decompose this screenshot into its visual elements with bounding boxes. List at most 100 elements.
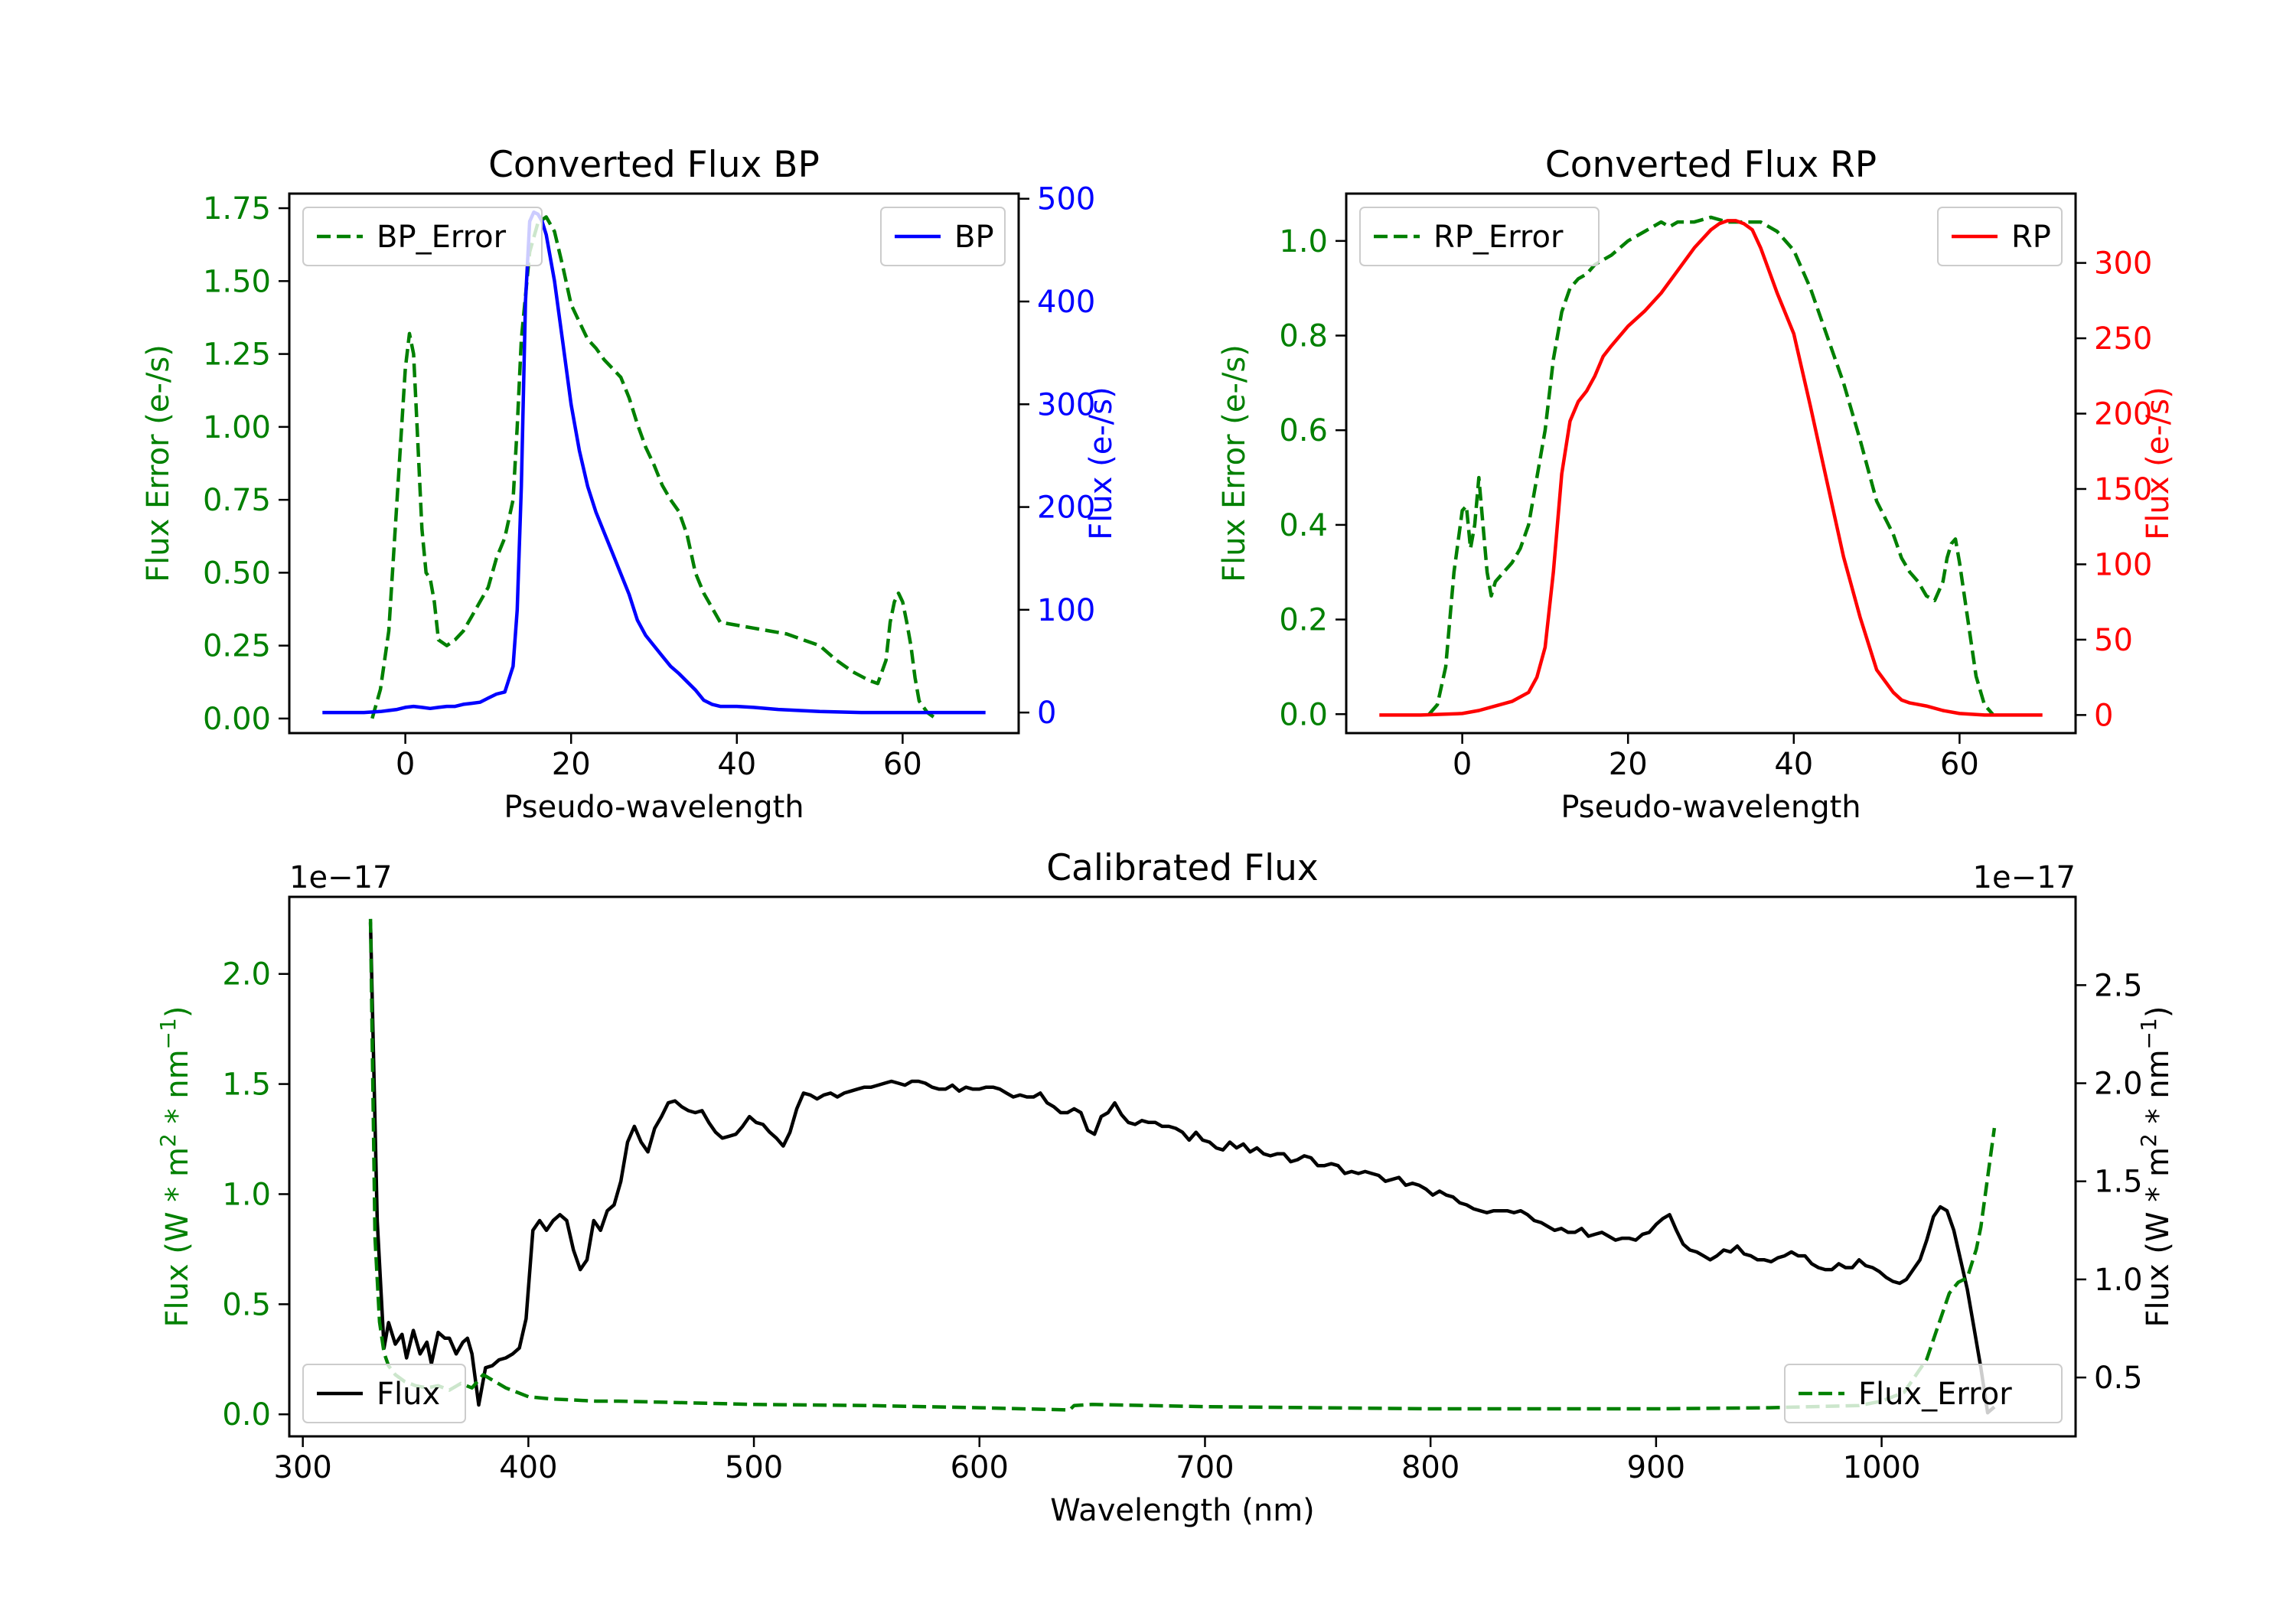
series-line-rp (1379, 219, 2043, 717)
x-tick-label: 20 (552, 747, 591, 782)
series-group (1379, 215, 2043, 717)
left-tick-label: 1.0 (222, 1177, 271, 1212)
left-tick-label: 0.4 (1279, 508, 1328, 543)
x-tick-label: 600 (951, 1450, 1009, 1485)
left-tick-label: 1.50 (203, 264, 271, 299)
right-tick-label: 2.5 (2094, 968, 2143, 1003)
chart-title: Converted Flux BP (488, 144, 820, 186)
left-tick-label: 1.25 (203, 337, 271, 373)
left-tick-label: 0.50 (203, 556, 271, 591)
left-tick-label: 0.2 (1279, 603, 1328, 638)
right-offset-text: 1e−17 (1973, 860, 2076, 895)
axes-frame (288, 895, 2077, 1438)
left-offset-text: 1e−17 (289, 860, 392, 895)
right-tick-label: 300 (1037, 387, 1095, 422)
right-axis-label: Flux (W * m2 * nm−1) (2136, 1006, 2176, 1328)
chart-panel-calibrated: 300 400 500 600 700 800 900 1000 0.0 0.5 1.0 1.5 2.0… (155, 847, 2176, 1528)
legend-label: Flux (377, 1377, 440, 1412)
legend-box (1359, 207, 1600, 266)
right-tick-label: 400 (1037, 285, 1095, 320)
axes-frame (1345, 192, 2077, 735)
right-tick-label: 250 (2094, 321, 2152, 357)
left-axis-label: Flux (W * m2 * nm−1) (155, 1006, 195, 1328)
x-tick-label: 0 (1453, 747, 1472, 782)
right-tick-label: 200 (1037, 491, 1095, 526)
x-tick-label: 60 (1940, 747, 1979, 782)
legend-label: BP (954, 220, 994, 255)
legend-bp-error: BP_Error (302, 207, 543, 266)
x-axis-label: Wavelength (nm) (1050, 1493, 1315, 1528)
x-tick-label: 0 (396, 747, 415, 782)
right-tick-label: 0 (1037, 696, 1056, 731)
left-tick-label: 0.75 (203, 483, 271, 518)
left-tick-label: 0.00 (203, 702, 271, 737)
right-tick-label: 150 (2094, 472, 2152, 507)
legend-flux-error: Flux_Error (1784, 1364, 2063, 1423)
series-group (368, 918, 1997, 1415)
right-tick-label: 500 (1037, 182, 1095, 217)
legend-box (1784, 1364, 2063, 1423)
right-axis-label: Flux (e-/s) (1084, 386, 1119, 539)
right-tick-label: 1.0 (2094, 1263, 2143, 1298)
legend-label: RP_Error (1433, 220, 1564, 255)
left-tick-label: 0.0 (222, 1397, 271, 1433)
legend-bp: BP (880, 207, 1006, 266)
x-tick-label: 60 (883, 747, 922, 782)
x-axis-label: Pseudo-wavelength (504, 790, 804, 825)
x-tick-label: 800 (1401, 1450, 1459, 1485)
series-line-flux (368, 922, 1996, 1415)
legend-rp-error: RP_Error (1359, 207, 1600, 266)
right-tick-label: 300 (2094, 246, 2152, 282)
right-tick-label: 0.5 (2094, 1361, 2143, 1396)
left-tick-label: 2.0 (222, 957, 271, 993)
x-tick-label: 40 (1774, 747, 1813, 782)
series-line-flux-error (368, 918, 1997, 1412)
right-tick-label: 200 (2094, 397, 2152, 432)
left-tick-label: 0.5 (222, 1287, 271, 1322)
left-tick-label: 1.75 (203, 191, 271, 227)
legend-box (1937, 207, 2063, 266)
chart-title: Converted Flux RP (1545, 144, 1877, 186)
legend-label: Flux_Error (1858, 1377, 2012, 1412)
right-tick-label: 0 (2094, 698, 2113, 733)
legend-box (302, 207, 543, 266)
x-tick-label: 900 (1627, 1450, 1685, 1485)
x-tick-label: 1000 (1843, 1450, 1921, 1485)
left-tick-label: 1.00 (203, 410, 271, 445)
right-tick-label: 1.5 (2094, 1165, 2143, 1200)
chart-panel-rp: 0 20 40 60 0.0 0.2 0.4 0.6 0.8 1.0 0 50 100 150 200 250… (1217, 144, 2176, 825)
left-axis-label: Flux Error (e-/s) (1217, 344, 1252, 582)
left-tick-label: 0.6 (1279, 413, 1328, 448)
series-line-bp (322, 210, 986, 715)
series-group (322, 210, 986, 720)
x-tick-label: 300 (274, 1450, 332, 1485)
legend-label: RP (2011, 220, 2051, 255)
right-axis-label: Flux (e-/s) (2141, 386, 2176, 539)
left-tick-label: 0.25 (203, 629, 271, 664)
left-tick-label: 0.8 (1279, 319, 1328, 354)
x-axis-label: Pseudo-wavelength (1561, 790, 1861, 825)
chart-panel-bp: 0 20 40 60 0.00 0.25 0.50 0.75 1.00 1.25 1.50 1.75 0… (141, 144, 1119, 825)
x-tick-label: 20 (1609, 747, 1648, 782)
left-tick-label: 1.5 (222, 1068, 271, 1103)
legend-label: BP_Error (377, 220, 507, 255)
right-tick-label: 100 (2094, 547, 2152, 582)
left-axis-label: Flux Error (e-/s) (141, 344, 176, 582)
x-tick-label: 700 (1176, 1450, 1234, 1485)
x-tick-label: 500 (725, 1450, 783, 1485)
series-line-bp-error (370, 215, 937, 720)
left-tick-label: 1.0 (1279, 224, 1328, 259)
right-tick-label: 100 (1037, 593, 1095, 628)
right-tick-label: 50 (2094, 623, 2133, 658)
right-tick-label: 2.0 (2094, 1067, 2143, 1102)
series-line-rp-error (1427, 215, 1994, 715)
axes-frame (288, 192, 1020, 735)
x-tick-label: 400 (499, 1450, 557, 1485)
legend-box (302, 1364, 466, 1423)
chart-title: Calibrated Flux (1046, 847, 1319, 889)
x-tick-label: 40 (717, 747, 756, 782)
legend-rp: RP (1937, 207, 2063, 266)
left-tick-label: 0.0 (1279, 697, 1328, 732)
legend-box (880, 207, 1006, 266)
